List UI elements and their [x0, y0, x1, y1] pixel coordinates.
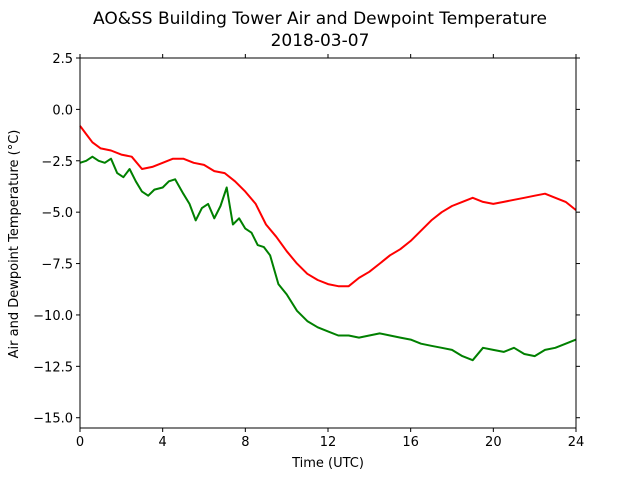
y-tick-label: 2.5 — [52, 52, 73, 67]
series-line-1 — [79, 125, 577, 288]
x-tick-label: 8 — [241, 435, 249, 450]
series-line-2 — [79, 155, 577, 362]
x-tick-label: 12 — [320, 435, 337, 450]
axis-ticks: 0 4 8 12 16 20 24 2.5 0.0 −2.5 −5.0 −7.5 −10.0 −12.5 −… — [33, 52, 584, 450]
y-tick-label: −7.5 — [41, 258, 73, 273]
chart-title: AO&SS Building Tower Air and Dewpoint Te… — [93, 9, 547, 29]
y-tick-label: −2.5 — [41, 155, 73, 170]
chart-subtitle: 2018-03-07 — [271, 31, 370, 51]
plot-frame — [79, 57, 577, 429]
y-tick-label: −5.0 — [41, 206, 73, 221]
y-axis-label: Air and Dewpoint Temperature (°C) — [7, 130, 22, 359]
y-tick-label: −12.5 — [33, 360, 73, 375]
y-tick-label: −10.0 — [33, 309, 73, 324]
series-layer — [79, 125, 577, 362]
y-tick-label: 0.0 — [52, 103, 73, 118]
x-tick-label: 4 — [159, 435, 167, 450]
y-tick-label: −15.0 — [33, 412, 73, 427]
x-tick-label: 0 — [76, 435, 84, 450]
x-tick-label: 24 — [568, 435, 585, 450]
x-tick-label: 20 — [485, 435, 502, 450]
x-axis-label: Time (UTC) — [291, 456, 364, 471]
x-tick-label: 16 — [402, 435, 419, 450]
